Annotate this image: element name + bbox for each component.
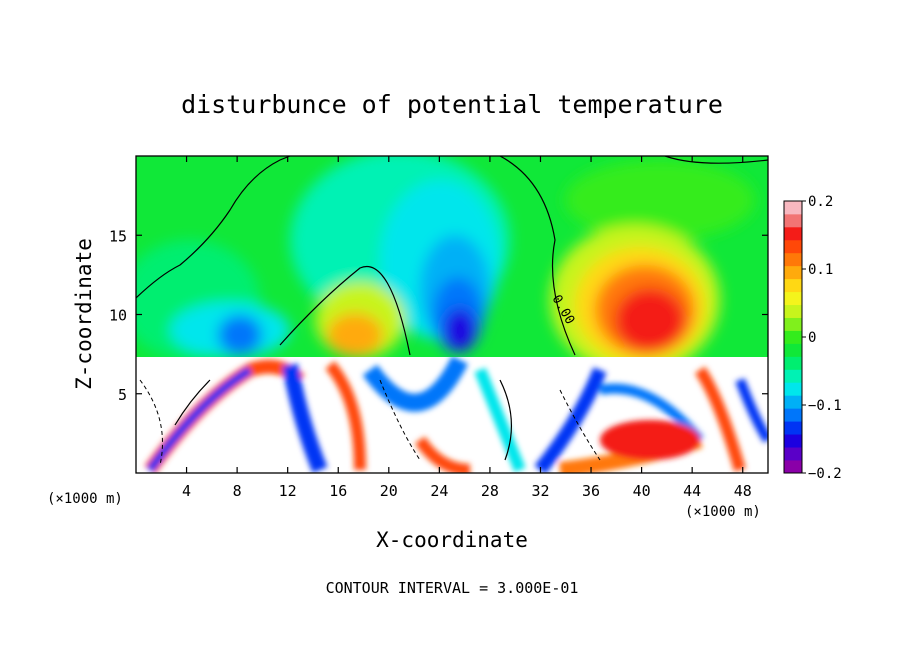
colorbar-swatch (784, 369, 802, 383)
colorbar-swatch (784, 213, 802, 228)
x-tick-label: 4 (182, 482, 191, 500)
x-tick-label: 16 (329, 482, 347, 500)
colorbar-swatch (784, 252, 802, 267)
colorbar-swatch (784, 460, 802, 474)
colorbar-swatch (784, 239, 802, 254)
colorbar-swatch (784, 356, 802, 370)
colorbar-tick-label: −0.1 (808, 398, 842, 414)
x-axis-label: X-coordinate (376, 528, 528, 552)
x-tick-label: 48 (734, 482, 752, 500)
upper-field (136, 156, 768, 357)
colorbar-swatch (784, 382, 802, 396)
lower-field (136, 357, 768, 473)
plot-area: 0.00 (135, 155, 769, 474)
x-tick-label: 44 (683, 482, 701, 500)
colorbar-swatch (784, 265, 802, 280)
colorbar-swatch (784, 408, 802, 422)
x-tick-label: 40 (633, 482, 651, 500)
y-axis-ticks: 5 10 15 (109, 227, 768, 404)
x-tick-label: 8 (233, 482, 242, 500)
colorbar-tick-label: −0.2 (808, 466, 842, 482)
colorbar-swatch (784, 201, 802, 215)
colorbar-swatch (784, 447, 802, 461)
colorbar-swatch (784, 291, 802, 306)
y-tick-label: 5 (118, 386, 127, 404)
x-tick-label: 32 (531, 482, 549, 500)
colorbar-swatch (784, 421, 802, 435)
colorbar-swatch (784, 304, 802, 318)
x-tick-label: 36 (582, 482, 600, 500)
x-tick-label: 24 (430, 482, 448, 500)
colorbar-swatch (784, 226, 802, 241)
x-tick-label: 12 (279, 482, 297, 500)
colorbar: 0.2 0.1 0 −0.1 −0.2 (783, 194, 842, 482)
x-tick-label: 28 (481, 482, 499, 500)
x-axis-ticks: 4 8 12 16 20 24 28 32 36 40 44 48 (182, 156, 752, 500)
colorbar-swatch (784, 317, 802, 331)
colorbar-tick-label: 0.1 (808, 262, 833, 278)
colorbar-swatch (784, 278, 802, 293)
colorbar-tick-label: 0.2 (808, 194, 833, 210)
x-tick-label: 20 (380, 482, 398, 500)
colorbar-swatch (784, 434, 802, 448)
y-tick-label: 10 (109, 307, 127, 325)
y-unit-label: (×1000 m) (47, 491, 123, 507)
y-axis-label: Z-coordinate (72, 238, 96, 390)
x-unit-label: (×1000 m) (685, 504, 761, 520)
colorbar-swatch (784, 343, 802, 357)
colorbar-swatch (784, 330, 802, 344)
colorbar-tick-label: 0 (808, 330, 816, 346)
chart-title: disturbunce of potential temperature (181, 90, 723, 119)
contour-interval-note: CONTOUR INTERVAL = 3.000E-01 (326, 579, 579, 597)
colorbar-swatch (784, 395, 802, 409)
y-tick-label: 15 (109, 227, 127, 245)
